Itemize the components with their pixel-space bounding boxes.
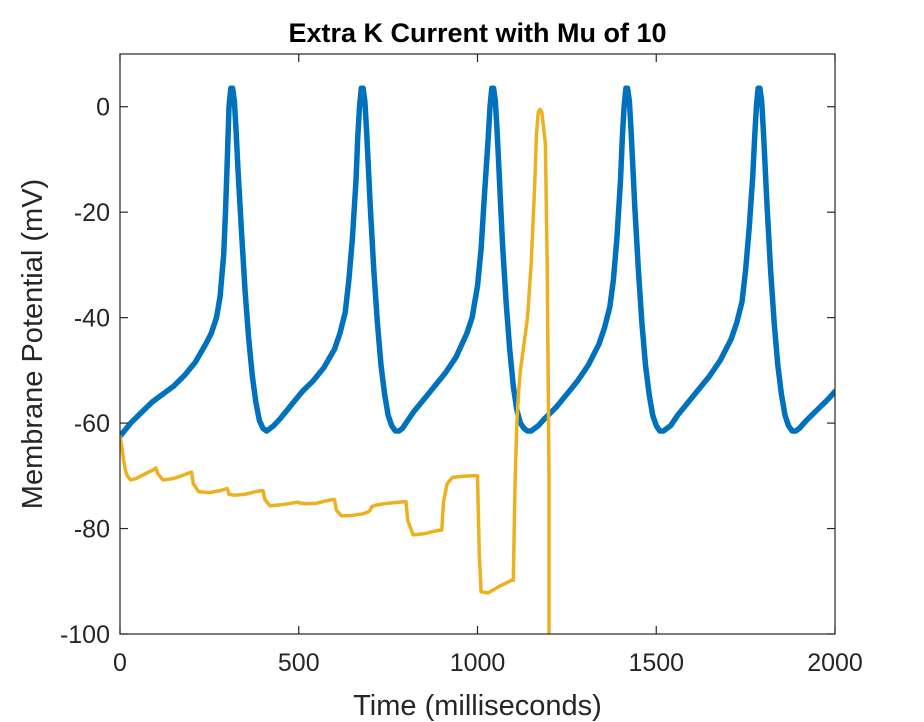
y-tick-label: -40 bbox=[74, 305, 110, 333]
chart-title: Extra K Current with Mu of 10 bbox=[288, 18, 666, 48]
series-layer bbox=[120, 85, 835, 634]
x-axis-label: Time (milliseconds) bbox=[353, 690, 602, 722]
x-tick-label: 1500 bbox=[628, 649, 684, 677]
y-tick-label: -20 bbox=[74, 199, 110, 227]
x-axis-ticks: 0 500 1000 1500 2000 bbox=[113, 54, 863, 677]
series-line-1 bbox=[120, 85, 835, 440]
series-line-2 bbox=[120, 107, 551, 634]
y-tick-label: 0 bbox=[96, 94, 110, 122]
y-axis-ticks: -100 -80 -60 -40 -20 0 bbox=[60, 94, 835, 649]
x-tick-label: 2000 bbox=[807, 649, 863, 677]
x-tick-label: 500 bbox=[278, 649, 320, 677]
y-axis-label: Membrane Potential (mV) bbox=[17, 179, 49, 509]
y-tick-label: -100 bbox=[60, 621, 110, 649]
y-tick-label: -80 bbox=[74, 516, 110, 544]
y-tick-label: -60 bbox=[74, 410, 110, 438]
x-tick-label: 0 bbox=[113, 649, 127, 677]
x-tick-label: 1000 bbox=[450, 649, 506, 677]
